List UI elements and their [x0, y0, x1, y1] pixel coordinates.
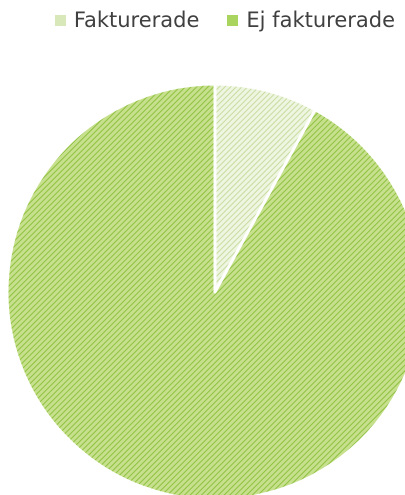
- legend-label-fakturerade: Fakturerade: [73, 8, 200, 32]
- pie-slice-ej-fakturerade: [5, 82, 405, 495]
- legend-item-ej-fakturerade: Ej fakturerade: [227, 10, 395, 31]
- pie-slices: [5, 82, 405, 495]
- legend-item-fakturerade: Fakturerade: [54, 8, 200, 32]
- legend-swatch-ej-fakturerade: [227, 15, 239, 26]
- legend-swatch-fakturerade: [54, 15, 66, 26]
- pie-slice-fakturerade: [213, 82, 317, 294]
- chart-legend: Fakturerade Ej fakturerade: [0, 10, 405, 31]
- legend-label-ej-fakturerade: Ej fakturerade: [246, 8, 395, 32]
